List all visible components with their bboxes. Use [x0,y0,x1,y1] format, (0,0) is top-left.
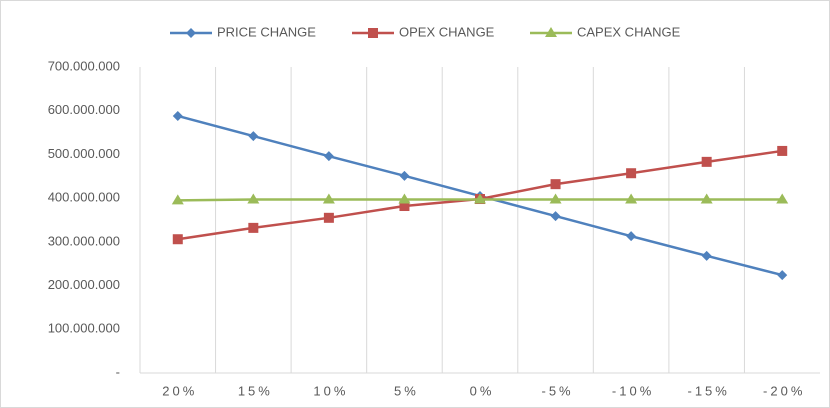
data-point [776,193,789,204]
data-point [701,250,712,261]
legend-label: OPEX CHANGE [399,24,495,39]
x-tick-label: 20% [162,383,197,398]
data-point [700,193,713,204]
legend-label: CAPEX CHANGE [577,24,681,39]
y-tick-label: 400.000.000 [48,190,120,205]
data-point [398,193,411,204]
data-point [549,193,562,204]
data-point [323,151,334,162]
data-point [474,193,486,204]
x-tick-label: -10% [612,383,654,398]
data-point [626,231,637,242]
y-tick-label: 500.000.000 [48,146,120,161]
data-point [399,201,410,212]
x-tick-label: -5% [541,383,573,398]
x-tick-label: 15% [238,383,273,398]
data-point [777,270,788,281]
data-point [323,212,334,223]
y-tick-label: 100.000.000 [48,321,120,336]
data-point [701,156,712,167]
x-tick-label: 0% [470,383,495,398]
x-tick-label: -20% [763,383,805,398]
data-point [550,211,561,222]
x-tick-label: 10% [313,383,348,398]
data-point [172,110,183,121]
data-point [247,193,260,204]
data-point [626,168,637,179]
data-point [248,222,259,233]
x-tick-label: -15% [687,383,729,398]
data-point [625,193,638,204]
data-point [399,170,410,181]
x-tick-label: 5% [394,383,419,398]
legend-marker [545,27,557,37]
legend-label: PRICE CHANGE [217,24,316,39]
data-point [777,145,788,156]
data-point [248,131,259,142]
legend-marker [186,28,196,38]
legend-marker [368,28,378,38]
y-tick-label: 700.000.000 [48,58,120,73]
data-point [550,179,561,190]
data-point [172,234,183,245]
y-tick-label: 600.000.000 [48,102,120,117]
data-point [322,193,335,204]
y-tick-label: - [116,364,120,379]
y-tick-label: 300.000.000 [48,233,120,248]
data-point [171,194,184,205]
y-tick-label: 200.000.000 [48,277,120,292]
